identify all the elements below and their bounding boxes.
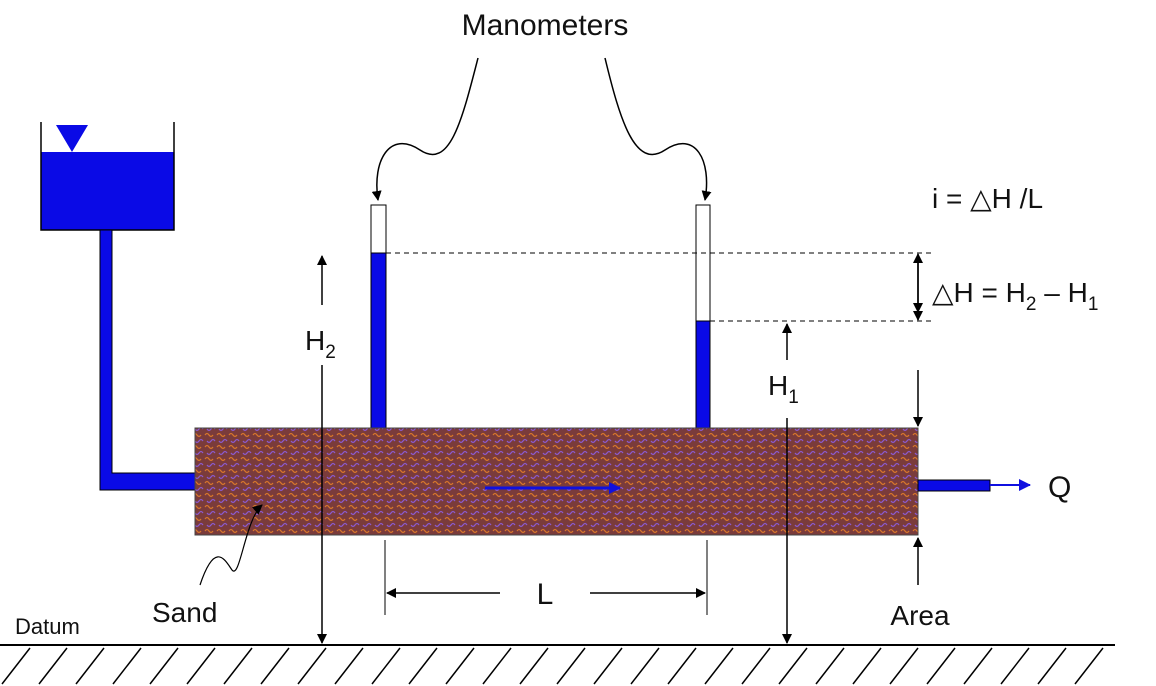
label-part: H: [305, 325, 325, 356]
hatch-line: [297, 647, 327, 685]
manometer-water: [370, 252, 387, 429]
sand-pointer: [199, 504, 263, 586]
hatch-line: [112, 647, 142, 685]
flow-label: Q: [1048, 471, 1071, 504]
sand-label: Sand: [152, 597, 217, 628]
hatch-line: [852, 647, 882, 685]
pointer: [604, 57, 712, 201]
hatch-line: [149, 647, 179, 685]
hatch-line: [1, 647, 31, 685]
inlet-pipe: [99, 229, 196, 491]
area-label: Area: [890, 600, 950, 631]
hatch-line: [593, 647, 623, 685]
hatch-line: [556, 647, 586, 685]
tank-water: [41, 152, 174, 230]
manometer-water: [695, 320, 711, 429]
hatch-line: [1074, 647, 1104, 685]
hatch-line: [926, 647, 956, 685]
eq-subscript: 1: [1088, 294, 1099, 315]
hatch-line: [223, 647, 253, 685]
hatch-line: [889, 647, 919, 685]
hatch-line: [75, 647, 105, 685]
h2-label: H2: [305, 325, 336, 363]
datum-label: Datum: [15, 614, 80, 639]
gradient-equation: i = △H /L: [932, 183, 1043, 214]
hatch-line: [778, 647, 808, 685]
label-part: H: [768, 370, 788, 401]
hatch-line: [334, 647, 364, 685]
head-loss-equation: △H = H2 – H1: [932, 277, 1098, 315]
hatch-line: [815, 647, 845, 685]
hatch-line: [1000, 647, 1030, 685]
title: Manometers: [462, 9, 629, 42]
hatch-line: [260, 647, 290, 685]
h1-label: H1: [768, 370, 799, 408]
hatch-line: [38, 647, 68, 685]
hatch-line: [963, 647, 993, 685]
eq-part: △H = H: [932, 277, 1026, 308]
hatch-line: [371, 647, 401, 685]
hatch-line: [445, 647, 475, 685]
hatch-line: [1037, 647, 1067, 685]
hatch-line: [704, 647, 734, 685]
water-level-symbol: [56, 125, 88, 152]
length-label: L: [537, 578, 554, 611]
hatch-line: [186, 647, 216, 685]
hatch-line: [482, 647, 512, 685]
hatch-line: [408, 647, 438, 685]
ground-hatch: [1, 647, 1104, 685]
hatch-line: [630, 647, 660, 685]
outlet-pipe: [917, 479, 991, 492]
eq-part: – H: [1036, 277, 1087, 308]
label-subscript: 2: [325, 342, 336, 363]
pointer: [371, 57, 479, 201]
sand-column: [194, 427, 919, 536]
hatch-line: [667, 647, 697, 685]
label-subscript: 1: [788, 387, 799, 408]
hatch-line: [741, 647, 771, 685]
eq-subscript: 2: [1026, 294, 1037, 315]
hatch-line: [519, 647, 549, 685]
